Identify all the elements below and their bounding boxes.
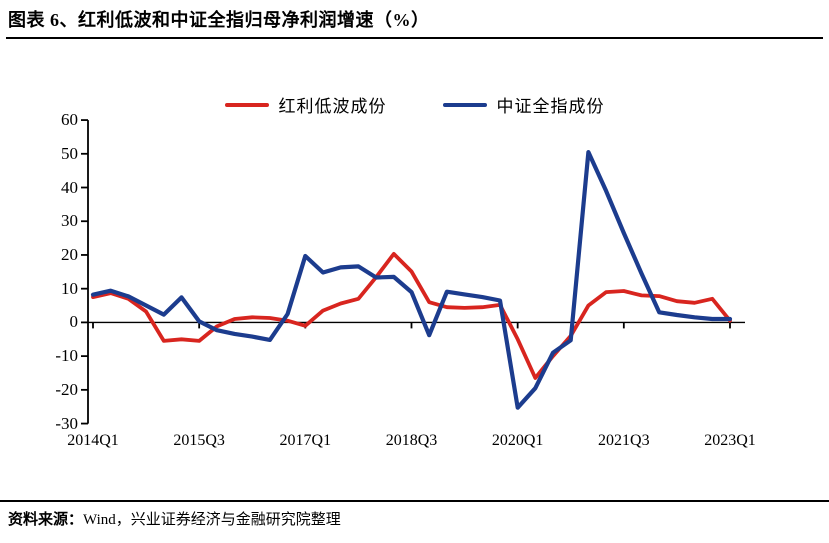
y-tick-label: 40: [61, 177, 78, 197]
x-tick-label: 2014Q1: [67, 432, 119, 449]
legend-label-blue-series: 中证全指成份: [496, 97, 605, 116]
legend-label-red-series: 红利低波成份: [278, 97, 387, 116]
y-tick-label: -20: [55, 379, 78, 399]
x-tick-label: 2021Q3: [598, 432, 650, 449]
y-tick-label: -30: [55, 413, 78, 433]
y-tick-label: -10: [55, 346, 78, 366]
red-line-swatch-icon: [224, 102, 269, 107]
footer-divider: [0, 500, 829, 502]
legend-item-red-series: 红利低波成份: [224, 92, 387, 117]
legend-item-blue-series: 中证全指成份: [442, 92, 605, 117]
x-tick-label: 2017Q1: [279, 432, 332, 449]
x-tick-label: 2015Q3: [173, 432, 225, 449]
y-tick-label: 10: [61, 278, 78, 298]
chart-legend: 红利低波成份 中证全指成份: [0, 92, 829, 117]
series-line-blue: [90, 150, 733, 410]
x-tick-label: 2020Q1: [491, 432, 544, 449]
y-tick-label: 30: [61, 211, 78, 231]
source-text: Wind，兴业证券经济与金融研究院整理: [83, 512, 341, 528]
y-tick-label: 20: [61, 244, 78, 264]
y-tick-label: 50: [61, 143, 78, 163]
title-divider: [6, 37, 823, 39]
x-tick-label: 2023Q1: [704, 432, 756, 449]
series-line-red: [91, 251, 732, 380]
source-note: 资料来源：Wind，兴业证券经济与金融研究院整理: [8, 508, 341, 529]
y-tick-label: 0: [69, 312, 79, 332]
source-label: 资料来源：: [8, 512, 84, 528]
x-tick-label: 2018Q3: [385, 432, 438, 449]
data-series: [90, 150, 733, 410]
chart-title: 图表 6、红利低波和中证全指归母净利润增速（%）: [8, 10, 430, 30]
y-tick-label: 60: [61, 110, 78, 130]
blue-line-swatch-icon: [442, 102, 487, 107]
